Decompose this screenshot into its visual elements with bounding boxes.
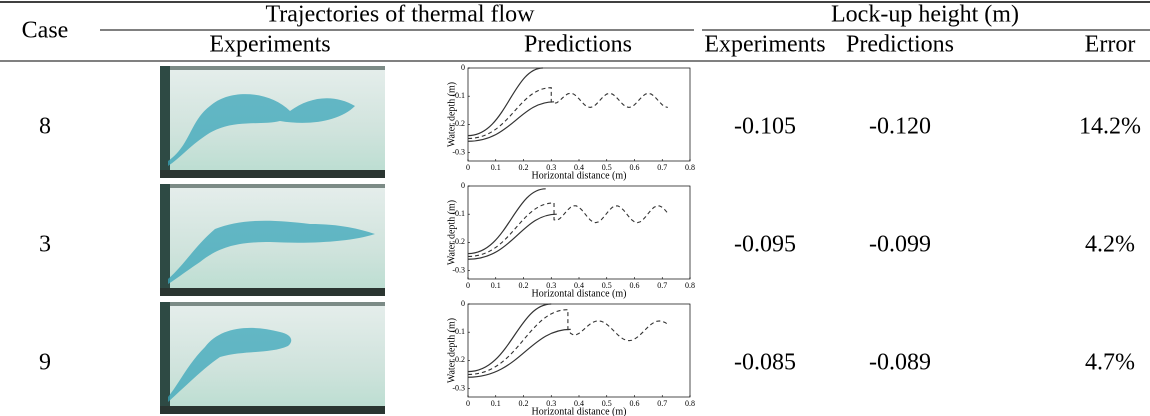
lower-curve [467, 101, 555, 142]
case-header: Case [22, 18, 69, 44]
photo-rim [160, 66, 385, 70]
x-tick-label: 0 [466, 399, 470, 408]
photo-wall [160, 184, 170, 296]
group-header: Lock-up height (m) [831, 2, 1019, 28]
y-tick-label: -0.3 [452, 265, 465, 274]
x-tick-label: 0.3 [546, 163, 556, 172]
x-tick-label: 0.7 [657, 281, 667, 290]
plot-area [467, 185, 691, 280]
x-tick-label: 0.2 [519, 281, 529, 290]
experiment-value: -0.085 [734, 350, 796, 376]
x-tick-label: 0.1 [491, 281, 501, 290]
y-axis-label: Water depth (m) [446, 318, 457, 383]
x-tick-label: 0.3 [546, 281, 556, 290]
column-header: Predictions [846, 32, 954, 58]
plot-area [467, 67, 691, 162]
column-header: Experiments [704, 32, 825, 58]
x-tick-label: 0.2 [519, 399, 529, 408]
upper-curve [467, 303, 552, 373]
x-tick-label: 0.4 [574, 399, 584, 408]
x-tick-label: 0.8 [685, 163, 695, 172]
x-tick-label: 0.6 [630, 163, 640, 172]
plume [168, 220, 375, 284]
prediction-value: -0.099 [869, 232, 931, 258]
photo-water [160, 302, 385, 414]
photo-floor [160, 406, 385, 414]
x-tick-label: 0.5 [602, 281, 612, 290]
plume [168, 94, 355, 166]
x-tick-label: 0.4 [574, 281, 584, 290]
y-tick-label: 0 [461, 63, 465, 72]
photo-wall [160, 302, 170, 414]
experiment-photo [160, 184, 385, 296]
case-cell: 8 [39, 114, 51, 140]
x-tick-label: 0.8 [685, 399, 695, 408]
y-tick-label: -0.3 [452, 147, 465, 156]
column-header: Error [1085, 32, 1136, 58]
prediction-value: -0.089 [869, 350, 931, 376]
y-axis-label: Water depth (m) [446, 82, 457, 147]
x-tick-label: 0.3 [546, 399, 556, 408]
group-header: Trajectories of thermal flow [265, 2, 535, 28]
experiment-value: -0.095 [734, 232, 796, 258]
photo-floor [160, 288, 385, 296]
y-axis-label: Water depth (m) [446, 200, 457, 265]
x-tick-label: 0.6 [630, 399, 640, 408]
y-tick-label: -0.2 [452, 237, 465, 246]
upper-curve [467, 67, 543, 137]
x-tick-label: 0.7 [657, 163, 667, 172]
photo-wall [160, 66, 170, 178]
y-tick-label: -0.3 [452, 383, 465, 392]
prediction-value: -0.120 [869, 114, 931, 140]
error-value: 4.7% [1085, 350, 1135, 376]
y-tick-label: -0.1 [452, 209, 465, 218]
x-tick-label: 0.7 [657, 399, 667, 408]
x-tick-label: 0.1 [491, 399, 501, 408]
x-tick-label: 0.4 [574, 163, 584, 172]
photo-rim [160, 184, 385, 188]
case-cell: 3 [39, 232, 51, 258]
experiment-value: -0.105 [734, 114, 796, 140]
x-tick-label: 0.1 [491, 163, 501, 172]
x-axis-label: Horizontal distance (m) [532, 288, 627, 299]
error-value: 14.2% [1079, 114, 1141, 140]
plot-area [467, 303, 691, 398]
x-tick-label: 0.8 [685, 281, 695, 290]
lower-curve [467, 328, 571, 378]
x-tick-label: 0.5 [602, 163, 612, 172]
photo-rim [160, 302, 385, 306]
column-header: Experiments [209, 32, 330, 58]
upper-curve [467, 188, 546, 255]
error-value: 4.2% [1085, 232, 1135, 258]
plume [168, 327, 292, 402]
case-cell: 9 [39, 350, 51, 376]
mean-curve [467, 309, 669, 376]
y-tick-label: 0 [461, 181, 465, 190]
x-tick-label: 0 [466, 163, 470, 172]
y-tick-label: -0.2 [452, 119, 465, 128]
y-tick-label: -0.2 [452, 355, 465, 364]
y-tick-label: 0 [461, 299, 465, 308]
y-tick-label: -0.1 [452, 327, 465, 336]
mean-curve [467, 202, 669, 258]
x-tick-label: 0.5 [602, 399, 612, 408]
photo-floor [160, 170, 385, 178]
column-header: Predictions [524, 32, 632, 58]
x-tick-label: 0 [466, 281, 470, 290]
experiment-photo [160, 66, 385, 178]
mean-curve [467, 87, 668, 140]
x-axis-label: Horizontal distance (m) [532, 406, 627, 416]
x-tick-label: 0.2 [519, 163, 529, 172]
y-tick-label: -0.1 [452, 91, 465, 100]
x-tick-label: 0.6 [630, 281, 640, 290]
lower-curve [467, 213, 557, 260]
experiment-photo [160, 302, 385, 414]
x-axis-label: Horizontal distance (m) [532, 170, 627, 181]
